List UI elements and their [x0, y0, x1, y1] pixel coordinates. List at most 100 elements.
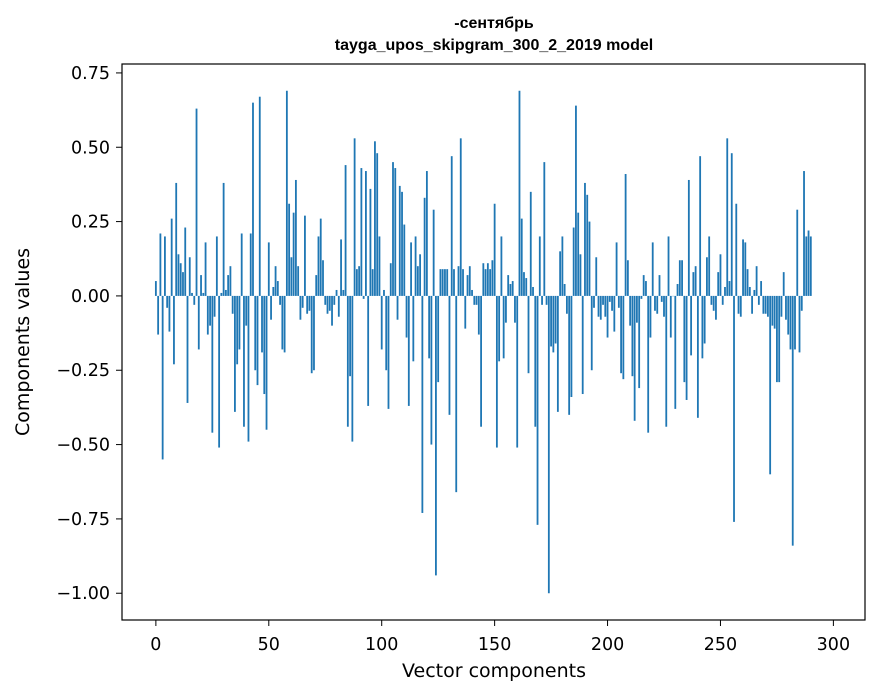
bar — [491, 260, 494, 296]
x-tick-label: 150 — [478, 635, 511, 655]
bar — [579, 254, 582, 296]
bar — [613, 295, 616, 332]
bar — [803, 171, 805, 296]
bar — [520, 218, 523, 296]
bar — [335, 289, 338, 296]
bar — [380, 295, 383, 350]
bar — [349, 295, 351, 377]
bar — [371, 269, 374, 296]
bar — [712, 295, 715, 311]
bar — [459, 138, 462, 296]
bar — [154, 281, 157, 296]
bar — [527, 295, 530, 374]
bar — [342, 289, 345, 296]
bar — [333, 295, 336, 305]
bar — [396, 295, 399, 320]
bar — [633, 295, 636, 421]
y-tick-label: −0.25 — [56, 361, 110, 381]
bar — [202, 292, 205, 296]
bar — [213, 295, 216, 317]
bar — [791, 295, 794, 546]
bar — [224, 289, 227, 296]
bar — [319, 218, 322, 296]
bar — [276, 281, 279, 296]
bar — [281, 295, 284, 350]
bar — [455, 295, 458, 493]
bar — [407, 295, 410, 406]
bar — [236, 295, 239, 365]
bar — [523, 272, 525, 296]
bar — [240, 233, 243, 296]
bar — [739, 295, 742, 317]
bar — [654, 295, 656, 311]
bar — [787, 295, 790, 335]
bar — [168, 295, 171, 332]
bar — [724, 286, 726, 296]
bar — [263, 295, 266, 395]
bar — [227, 275, 230, 296]
bar — [267, 242, 270, 296]
bar — [204, 242, 207, 296]
bar — [708, 236, 711, 296]
bar — [649, 295, 652, 338]
bar — [215, 236, 218, 296]
bar — [294, 179, 297, 296]
bar — [701, 295, 704, 359]
bar — [769, 295, 772, 475]
bar — [301, 295, 304, 308]
bar — [177, 254, 180, 296]
bar — [493, 203, 496, 296]
bar — [164, 236, 166, 296]
bar — [170, 218, 173, 296]
bar — [412, 295, 415, 362]
bar — [344, 165, 347, 296]
bar — [238, 295, 241, 350]
bar — [748, 286, 751, 296]
bar — [441, 269, 444, 296]
bar — [175, 182, 178, 296]
bar — [656, 295, 659, 314]
bar — [561, 236, 564, 296]
bar — [638, 295, 641, 389]
bar — [615, 242, 618, 296]
bar — [484, 269, 487, 296]
x-axis: 0 50 100 150 200 250 300 — [150, 620, 850, 655]
bar — [563, 284, 566, 296]
bar — [290, 257, 293, 296]
bar — [405, 295, 408, 338]
y-tick-label: 0.75 — [71, 64, 110, 84]
bar — [218, 295, 221, 448]
bar — [464, 295, 467, 329]
plot-frame — [121, 63, 866, 621]
bar — [258, 96, 261, 296]
bar — [602, 295, 604, 305]
bar — [299, 295, 302, 320]
bar — [256, 295, 259, 386]
bar — [782, 272, 785, 296]
bar — [663, 295, 665, 317]
chart-title: -сентябрь — [454, 15, 534, 32]
bar — [304, 215, 306, 296]
bar — [534, 295, 537, 427]
bar — [622, 295, 625, 380]
bar — [511, 281, 514, 296]
bar — [552, 295, 555, 353]
bar — [362, 295, 365, 299]
bar — [773, 295, 776, 329]
bar — [660, 295, 663, 302]
bar — [570, 295, 573, 397]
bar — [665, 295, 668, 427]
bar — [611, 295, 613, 311]
bar — [568, 295, 571, 415]
bar — [448, 295, 451, 415]
bar — [559, 251, 562, 296]
bar — [401, 191, 403, 296]
bar — [315, 275, 318, 296]
bar — [394, 168, 397, 296]
bar — [575, 105, 577, 296]
bar — [715, 295, 717, 320]
bar — [800, 295, 803, 311]
bar — [581, 295, 584, 395]
bar — [762, 295, 765, 314]
